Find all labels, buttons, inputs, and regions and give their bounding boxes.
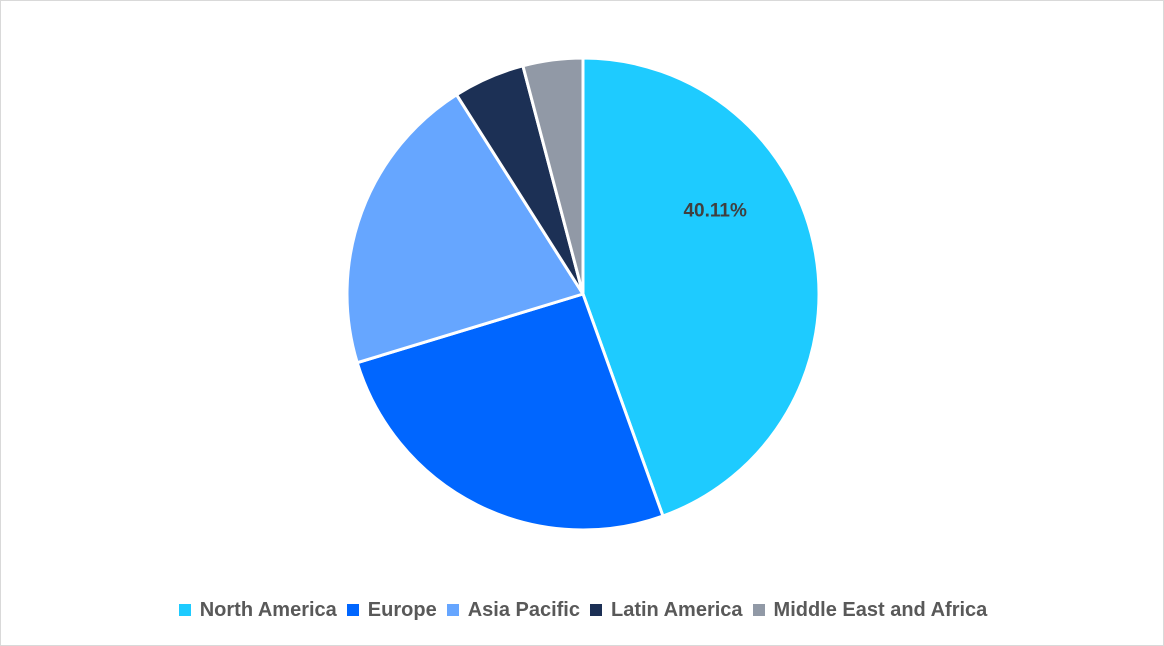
legend-label: Middle East and Africa bbox=[773, 598, 988, 621]
legend-swatch bbox=[590, 604, 602, 616]
legend-item-europe: Europe bbox=[346, 598, 437, 622]
legend-swatch bbox=[752, 604, 765, 616]
legend-item-middle-east-and-africa: Middle East and Africa bbox=[752, 598, 988, 622]
legend-label: Asia Pacific bbox=[467, 598, 580, 621]
legend: North America Europe Asia Pacific Latin Ame… bbox=[1, 595, 1164, 625]
legend-label: North America bbox=[199, 598, 337, 621]
pie-chart: 40.11% bbox=[345, 56, 821, 532]
pie-slice-middle-east-and-africa bbox=[521, 56, 585, 296]
pie-slice-europe bbox=[355, 292, 665, 532]
pie-data-labels: 40.11% bbox=[683, 201, 746, 222]
legend-item-latin-america: Latin America bbox=[590, 599, 743, 622]
legend-label: Europe bbox=[367, 598, 437, 621]
pie-slice-asia-pacific bbox=[345, 93, 585, 365]
pie-slice-north-america bbox=[581, 56, 821, 518]
data-label-north-america: 40.11% bbox=[683, 201, 746, 222]
legend-swatch bbox=[346, 604, 359, 616]
legend-swatch bbox=[178, 604, 191, 616]
pie-slices bbox=[345, 56, 821, 532]
legend-swatch bbox=[446, 604, 459, 616]
legend-item-north-america: North America bbox=[178, 598, 337, 622]
legend-label: Latin America bbox=[611, 598, 743, 621]
legend-item-asia-pacific: Asia Pacific bbox=[446, 598, 580, 622]
